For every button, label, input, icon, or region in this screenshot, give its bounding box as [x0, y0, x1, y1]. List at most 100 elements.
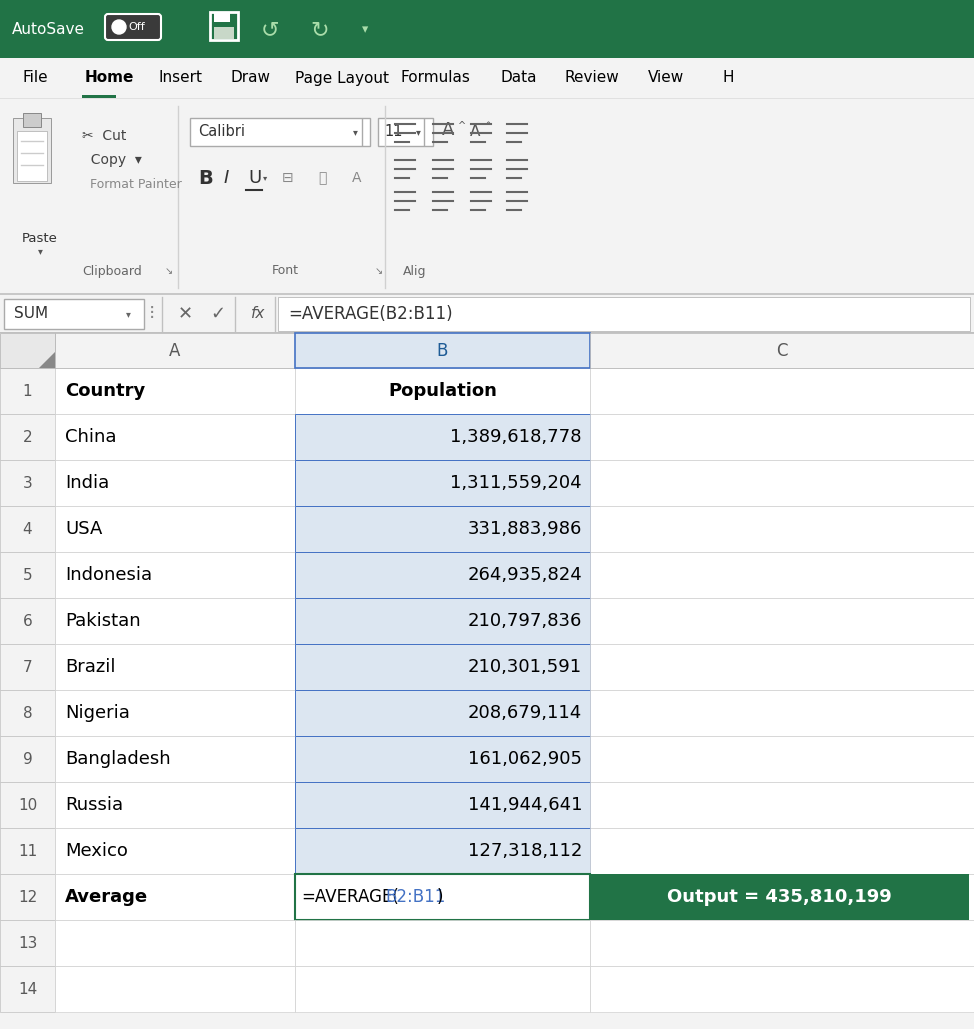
- Text: Off: Off: [128, 22, 145, 32]
- Bar: [0, 368, 55, 414]
- Text: ): ): [437, 888, 443, 906]
- Bar: [590, 506, 974, 552]
- FancyBboxPatch shape: [105, 14, 161, 40]
- Text: 1,389,618,778: 1,389,618,778: [451, 428, 582, 446]
- Bar: [0, 920, 55, 966]
- Text: Clipboard: Clipboard: [82, 264, 142, 278]
- Text: Paste: Paste: [22, 232, 57, 245]
- Text: 210,301,591: 210,301,591: [468, 658, 582, 676]
- Bar: [295, 368, 590, 414]
- Text: Mexico: Mexico: [65, 842, 128, 860]
- Text: 7: 7: [22, 660, 32, 674]
- Text: 4: 4: [22, 522, 32, 536]
- Bar: [590, 782, 974, 828]
- Text: Alig: Alig: [403, 264, 427, 278]
- Bar: [295, 828, 590, 874]
- Text: Country: Country: [65, 382, 145, 400]
- Text: Brazil: Brazil: [65, 658, 116, 676]
- Bar: [278, 297, 970, 331]
- Bar: [0, 0, 974, 58]
- Bar: [55, 690, 295, 736]
- Text: Formulas: Formulas: [400, 71, 469, 85]
- Text: USA: USA: [65, 520, 102, 538]
- Text: A: A: [442, 121, 455, 139]
- Text: Review: Review: [565, 71, 619, 85]
- Text: ▾: ▾: [353, 127, 357, 137]
- Text: C: C: [776, 342, 788, 359]
- Bar: [0, 293, 974, 295]
- Text: Draw: Draw: [230, 71, 270, 85]
- Text: 8: 8: [22, 706, 32, 720]
- Text: =AVERAGE(: =AVERAGE(: [301, 888, 398, 906]
- Text: fx: fx: [251, 307, 265, 321]
- Text: 141,944,641: 141,944,641: [468, 796, 582, 814]
- Text: ▾: ▾: [263, 174, 267, 182]
- Bar: [55, 966, 295, 1012]
- Text: Home: Home: [85, 71, 134, 85]
- Bar: [590, 414, 974, 460]
- Text: U: U: [248, 169, 261, 187]
- Text: 264,935,824: 264,935,824: [468, 566, 582, 584]
- Bar: [82, 95, 116, 98]
- Polygon shape: [39, 352, 55, 368]
- Bar: [214, 27, 234, 39]
- Text: ▾: ▾: [416, 127, 421, 137]
- Bar: [295, 736, 590, 782]
- Bar: [55, 782, 295, 828]
- Text: A: A: [470, 125, 480, 140]
- Text: Data: Data: [500, 71, 537, 85]
- Bar: [0, 414, 55, 460]
- Text: Nigeria: Nigeria: [65, 704, 130, 722]
- Text: 210,797,836: 210,797,836: [468, 612, 582, 630]
- Bar: [295, 782, 590, 828]
- Text: 208,679,114: 208,679,114: [468, 704, 582, 722]
- Bar: [55, 506, 295, 552]
- Bar: [295, 920, 590, 966]
- Text: ▾: ▾: [126, 309, 131, 319]
- Text: A: A: [352, 171, 361, 185]
- Text: 10: 10: [18, 797, 37, 813]
- Bar: [0, 736, 55, 782]
- Text: India: India: [65, 474, 109, 492]
- Bar: [55, 828, 295, 874]
- Text: B: B: [436, 342, 448, 359]
- Text: ✂  Cut: ✂ Cut: [82, 129, 127, 143]
- Bar: [0, 460, 55, 506]
- Bar: [4, 299, 144, 329]
- Text: Indonesia: Indonesia: [65, 566, 152, 584]
- Bar: [210, 12, 238, 40]
- Bar: [295, 874, 590, 920]
- Text: ✓: ✓: [210, 305, 226, 323]
- Bar: [590, 966, 974, 1012]
- Bar: [590, 598, 974, 644]
- Bar: [55, 874, 295, 920]
- Bar: [590, 874, 974, 920]
- Text: Calibri: Calibri: [198, 125, 245, 140]
- Bar: [590, 368, 974, 414]
- Text: ↺: ↺: [261, 20, 280, 40]
- Text: ✕: ✕: [177, 305, 193, 323]
- Text: 3: 3: [22, 475, 32, 491]
- Bar: [13, 118, 51, 183]
- Text: 11: 11: [384, 125, 402, 140]
- Bar: [214, 12, 230, 22]
- Text: 🖌: 🖌: [318, 171, 326, 185]
- Bar: [55, 736, 295, 782]
- Bar: [55, 333, 295, 368]
- Text: Font: Font: [272, 264, 298, 278]
- Text: 14: 14: [18, 982, 37, 996]
- Bar: [295, 966, 590, 1012]
- Bar: [295, 460, 590, 506]
- Bar: [23, 113, 41, 127]
- Text: 12: 12: [18, 889, 37, 904]
- Text: B: B: [198, 169, 212, 187]
- Text: 161,062,905: 161,062,905: [468, 750, 582, 768]
- Bar: [55, 414, 295, 460]
- Bar: [590, 828, 974, 874]
- Bar: [55, 368, 295, 414]
- Text: 9: 9: [22, 751, 32, 767]
- Text: Population: Population: [388, 382, 497, 400]
- Bar: [55, 920, 295, 966]
- Bar: [590, 460, 974, 506]
- Text: Format Painter: Format Painter: [82, 177, 182, 190]
